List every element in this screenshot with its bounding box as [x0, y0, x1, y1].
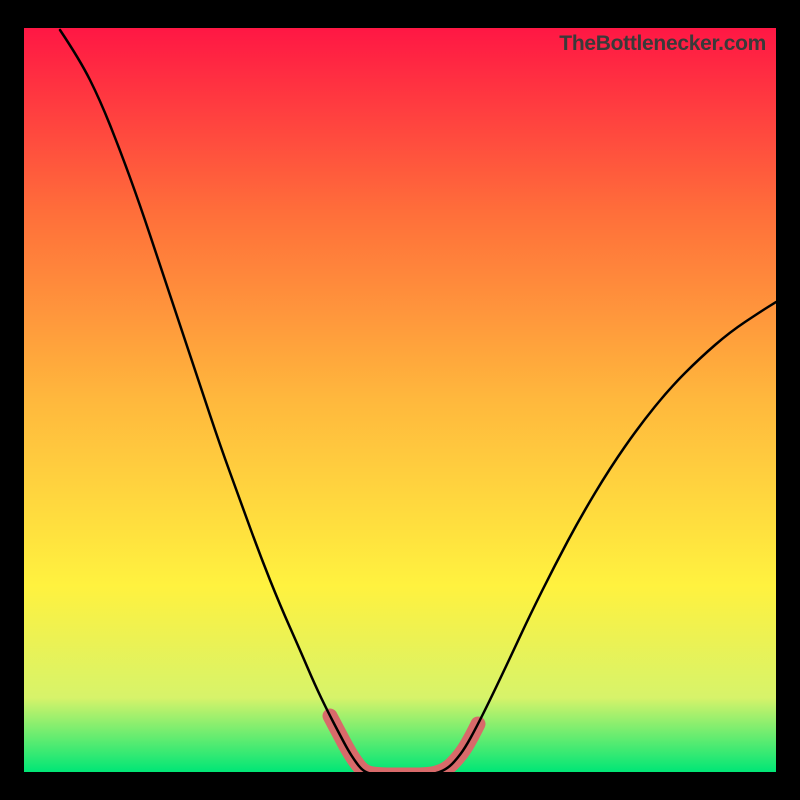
bottleneck-curve — [60, 30, 776, 772]
chart-container: TheBottlenecker.com — [0, 0, 800, 800]
curves-svg — [24, 28, 776, 772]
plot-area: TheBottlenecker.com — [24, 28, 776, 772]
highlight-segment — [330, 716, 478, 772]
